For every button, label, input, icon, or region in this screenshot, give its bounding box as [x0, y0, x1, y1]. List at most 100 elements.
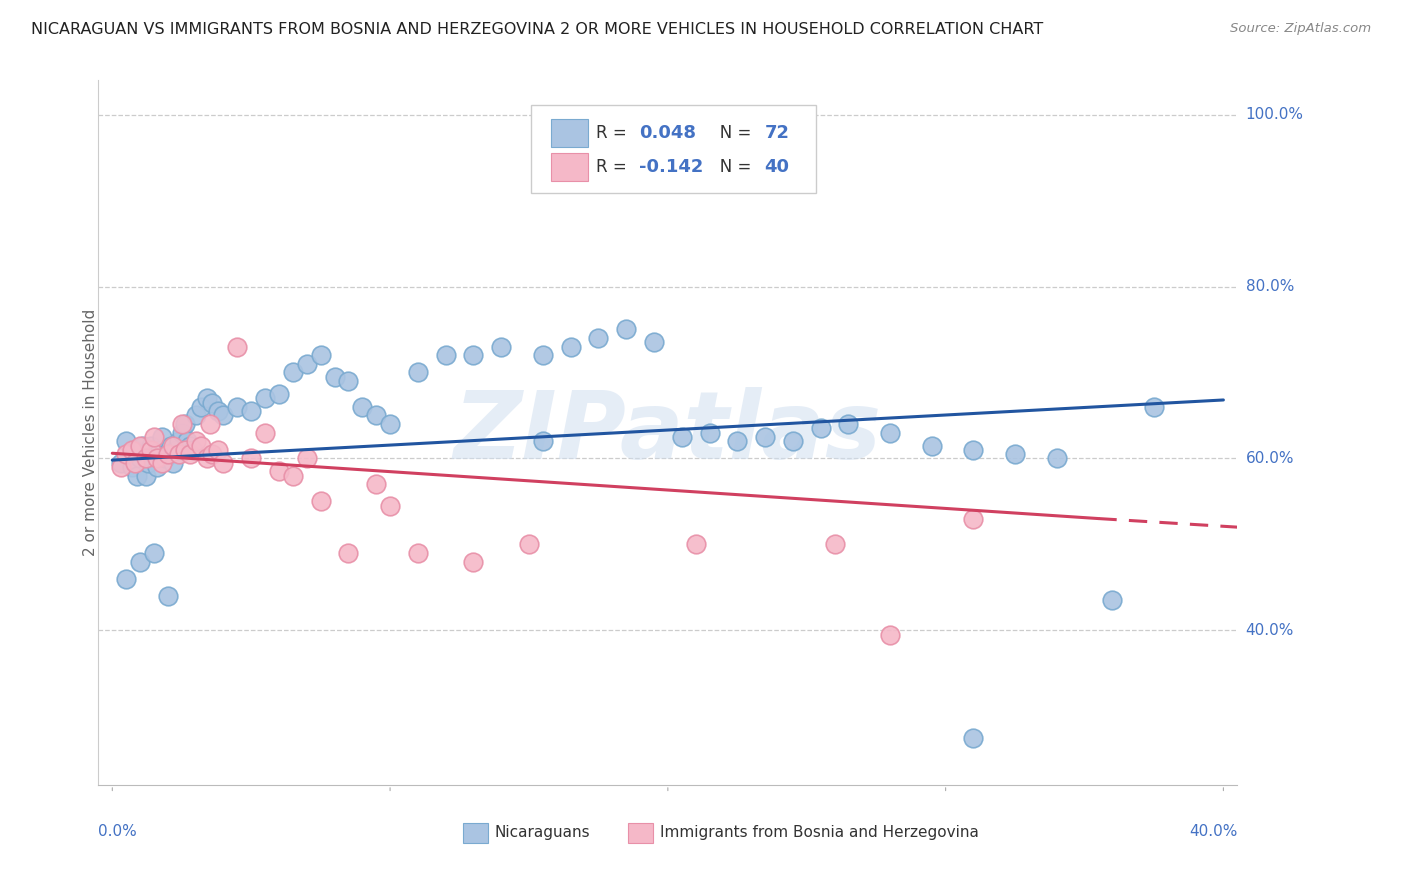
FancyBboxPatch shape: [551, 119, 588, 147]
Point: [167, 447, 190, 461]
Point: [143, 447, 166, 461]
Point: [560, 340, 582, 354]
Point: [463, 555, 485, 569]
Text: Immigrants from Bosnia and Herzegovina: Immigrants from Bosnia and Herzegovina: [659, 825, 979, 840]
Point: [323, 369, 346, 384]
Point: [406, 366, 429, 380]
Point: [121, 460, 143, 475]
Point: [337, 546, 360, 560]
Point: [110, 456, 132, 470]
Text: R =: R =: [596, 124, 633, 142]
Point: [337, 374, 360, 388]
Point: [267, 464, 290, 478]
Point: [127, 468, 149, 483]
Point: [879, 627, 901, 641]
Point: [1101, 593, 1123, 607]
Point: [110, 460, 132, 475]
Point: [754, 430, 776, 444]
Point: [378, 499, 401, 513]
Point: [489, 340, 512, 354]
Point: [434, 348, 457, 362]
Point: [150, 430, 173, 444]
Point: [207, 404, 229, 418]
Point: [159, 438, 181, 452]
Point: [198, 417, 221, 431]
Point: [141, 438, 163, 452]
Point: [156, 447, 179, 461]
Point: [170, 417, 193, 431]
Point: [129, 555, 152, 569]
Point: [962, 442, 984, 457]
Point: [173, 442, 195, 457]
Point: [1004, 447, 1026, 461]
Point: [962, 731, 984, 745]
Text: N =: N =: [704, 158, 756, 176]
Point: [643, 335, 665, 350]
Point: [837, 417, 859, 431]
Point: [207, 442, 229, 457]
Point: [167, 434, 190, 449]
Text: 72: 72: [765, 124, 790, 142]
Text: 0.0%: 0.0%: [98, 823, 138, 838]
Point: [212, 409, 235, 423]
Point: [782, 434, 804, 449]
Text: NICARAGUAN VS IMMIGRANTS FROM BOSNIA AND HERZEGOVINA 2 OR MORE VEHICLES IN HOUSE: NICARAGUAN VS IMMIGRANTS FROM BOSNIA AND…: [31, 22, 1043, 37]
Point: [145, 460, 167, 475]
Point: [124, 456, 146, 470]
Point: [124, 442, 146, 457]
Text: 100.0%: 100.0%: [1246, 107, 1303, 122]
Point: [725, 434, 748, 449]
Point: [176, 434, 198, 449]
Point: [226, 340, 249, 354]
Point: [143, 430, 166, 444]
Point: [406, 546, 429, 560]
Text: 80.0%: 80.0%: [1246, 279, 1294, 294]
Y-axis label: 2 or more Vehicles in Household: 2 or more Vehicles in Household: [83, 309, 97, 557]
Point: [143, 546, 166, 560]
Point: [378, 417, 401, 431]
Point: [309, 494, 332, 508]
FancyBboxPatch shape: [463, 823, 488, 843]
Point: [173, 417, 195, 431]
Point: [184, 434, 207, 449]
Point: [699, 425, 721, 440]
Point: [962, 511, 984, 525]
Text: Source: ZipAtlas.com: Source: ZipAtlas.com: [1230, 22, 1371, 36]
FancyBboxPatch shape: [531, 105, 815, 193]
Point: [810, 421, 832, 435]
Point: [115, 447, 138, 461]
Point: [201, 395, 224, 409]
Point: [170, 425, 193, 440]
Text: N =: N =: [704, 124, 756, 142]
Point: [281, 366, 304, 380]
Point: [115, 434, 138, 449]
Point: [201, 447, 224, 461]
Point: [129, 451, 152, 466]
Point: [824, 537, 846, 551]
Point: [254, 391, 277, 405]
Point: [921, 438, 943, 452]
Point: [254, 425, 277, 440]
Text: 0.048: 0.048: [640, 124, 696, 142]
Point: [156, 447, 179, 461]
Point: [1143, 400, 1166, 414]
Point: [141, 442, 163, 457]
Point: [181, 442, 204, 457]
Point: [212, 456, 235, 470]
Text: ZIPatlas: ZIPatlas: [454, 386, 882, 479]
Point: [463, 348, 485, 362]
Point: [879, 425, 901, 440]
Point: [295, 357, 318, 371]
Point: [165, 442, 187, 457]
Point: [1046, 451, 1069, 466]
FancyBboxPatch shape: [628, 823, 652, 843]
Point: [226, 400, 249, 414]
Point: [190, 400, 212, 414]
Point: [281, 468, 304, 483]
Point: [295, 451, 318, 466]
Point: [138, 456, 160, 470]
Point: [671, 430, 693, 444]
Point: [531, 434, 554, 449]
FancyBboxPatch shape: [551, 153, 588, 181]
Text: R =: R =: [596, 158, 633, 176]
